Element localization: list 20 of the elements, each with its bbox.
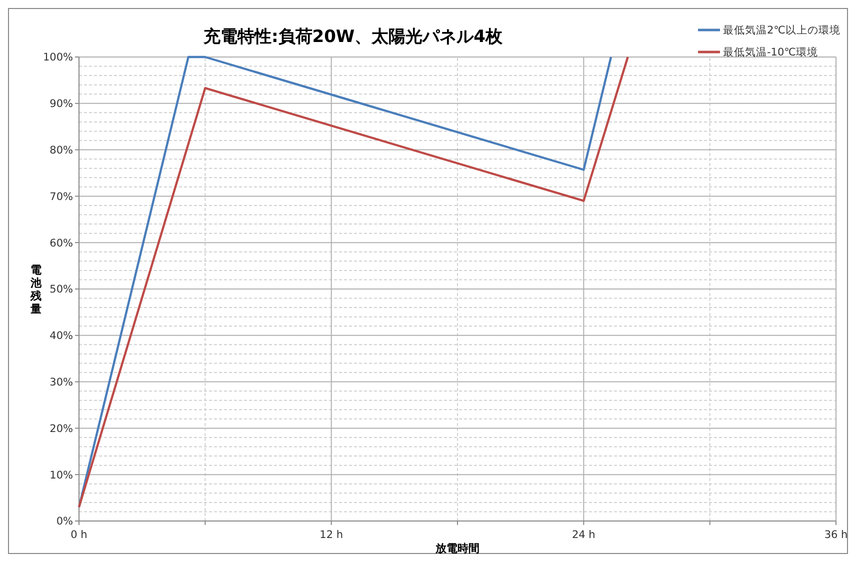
x-axis-title: 放電時間 (434, 542, 480, 555)
y-tick-label: 50% (50, 284, 74, 296)
x-tick-label: 24 h (572, 529, 596, 541)
x-tick-label: 36 h (824, 529, 848, 541)
y-tick-label: 40% (50, 330, 74, 342)
y-tick-label: 0% (56, 516, 74, 528)
legend-label: 最低気温2℃以上の環境 (723, 24, 840, 37)
chart-title: 充電特性:負荷20W、太陽光パネル4枚 (202, 27, 504, 47)
y-tick-label: 30% (50, 376, 74, 388)
y-axis-title: 電池残量 (30, 263, 42, 316)
x-tick-label: 12 h (320, 529, 344, 541)
y-tick-label: 60% (50, 237, 74, 250)
y-tick-label: 20% (50, 422, 74, 435)
legend-label: 最低気温-10℃環境 (723, 46, 818, 59)
y-tick-label: 100% (42, 52, 74, 64)
y-tick-label: 90% (50, 98, 74, 110)
x-tick-label: 0 h (70, 529, 88, 541)
y-tick-label: 70% (50, 190, 74, 203)
y-tick-label: 10% (50, 469, 74, 482)
y-tick-label: 80% (50, 144, 74, 156)
